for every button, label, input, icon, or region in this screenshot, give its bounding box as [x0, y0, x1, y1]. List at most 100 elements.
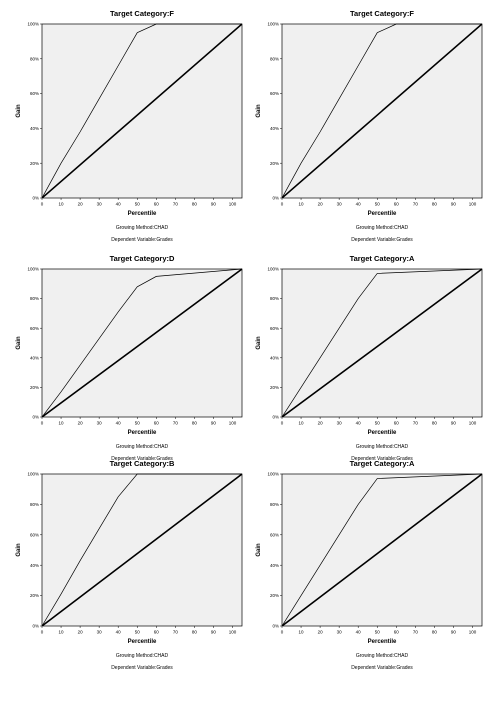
x-tick-label: 40: [356, 421, 362, 426]
x-axis-label: Percentile: [128, 211, 157, 217]
x-axis-label: Percentile: [128, 639, 157, 645]
y-tick-label: 40%: [30, 126, 39, 131]
y-tick-label: 60%: [30, 532, 39, 537]
y-tick-label: 80%: [270, 296, 279, 301]
x-tick-label: 30: [337, 421, 343, 426]
x-axis-label: Percentile: [368, 211, 397, 217]
baseline-diagonal: [42, 23, 242, 198]
y-tick-label: 80%: [270, 56, 279, 61]
y-tick-label: 40%: [30, 355, 39, 360]
x-tick-label: 50: [135, 421, 141, 426]
gain-curve: [282, 23, 482, 198]
x-tick-label: 100: [229, 202, 237, 207]
y-tick-label: 40%: [270, 126, 279, 131]
y-tick-label: 60%: [270, 532, 279, 537]
x-tick-label: 90: [211, 202, 217, 207]
footnote: Growing Method:CHAD: [116, 444, 169, 450]
x-tick-label: 100: [229, 421, 237, 426]
baseline-diagonal: [282, 23, 482, 198]
x-tick-label: 80: [192, 630, 198, 635]
x-tick-label: 0: [281, 630, 284, 635]
x-tick-label: 50: [375, 630, 381, 635]
gain-chart-3: Target Category:D 0% 20% 40% 60% 80% 100% 0 10 20…: [16, 254, 243, 462]
x-tick-label: 70: [173, 202, 179, 207]
y-tick-label: 80%: [30, 502, 39, 507]
x-tick-label: 80: [192, 202, 198, 207]
x-tick-label: 70: [173, 421, 179, 426]
footnote: Dependent Variable:Grades: [111, 456, 173, 462]
y-tick-label: 100%: [267, 472, 279, 477]
x-tick-label: 40: [116, 630, 122, 635]
footnote: Dependent Variable:Grades: [111, 237, 173, 243]
gain-chart-2: Target Category:F 0% 20% 40% 60% 80% 100% 0 10 20…: [256, 9, 483, 243]
y-tick-label: 20%: [270, 385, 279, 390]
x-tick-label: 0: [281, 421, 284, 426]
x-tick-label: 80: [432, 630, 438, 635]
x-tick-label: 20: [78, 630, 84, 635]
x-tick-label: 50: [135, 630, 141, 635]
x-tick-label: 50: [375, 421, 381, 426]
x-tick-label: 30: [97, 202, 103, 207]
y-tick-label: 0%: [272, 196, 279, 201]
x-tick-label: 100: [469, 630, 477, 635]
x-tick-label: 60: [394, 630, 400, 635]
baseline-diagonal: [42, 473, 242, 626]
y-tick-label: 60%: [270, 91, 279, 96]
x-tick-label: 80: [192, 421, 198, 426]
x-tick-label: 20: [318, 202, 324, 207]
footnote: Growing Method:CHAD: [356, 444, 409, 450]
y-tick-label: 100%: [27, 472, 39, 477]
x-tick-label: 70: [413, 421, 419, 426]
y-tick-label: 80%: [30, 296, 39, 301]
x-tick-label: 50: [135, 202, 141, 207]
y-axis-label: Gain: [16, 543, 22, 557]
footnote: Growing Method:CHAD: [116, 653, 169, 659]
gain-curve: [42, 23, 242, 198]
y-tick-label: 0%: [32, 415, 39, 420]
chart-title: Target Category:A: [350, 459, 415, 468]
x-tick-label: 10: [59, 630, 65, 635]
y-axis-label: Gain: [256, 104, 262, 118]
y-tick-label: 0%: [32, 624, 39, 629]
x-tick-label: 40: [356, 630, 362, 635]
footnote: Growing Method:CHAD: [116, 225, 169, 231]
x-tick-label: 80: [432, 202, 438, 207]
x-tick-label: 30: [337, 630, 343, 635]
y-tick-label: 20%: [270, 593, 279, 598]
baseline-diagonal: [282, 473, 482, 626]
x-tick-label: 10: [59, 202, 65, 207]
gain-curve: [282, 473, 482, 626]
gain-chart-1: Target Category:F 0% 20% 40% 60% 80% 100% 0 10 20…: [16, 9, 243, 243]
y-tick-label: 0%: [272, 415, 279, 420]
x-axis-label: Percentile: [368, 430, 397, 436]
x-tick-label: 20: [78, 202, 84, 207]
y-tick-label: 60%: [30, 91, 39, 96]
footnote: Growing Method:CHAD: [356, 225, 409, 231]
x-tick-label: 70: [413, 630, 419, 635]
x-tick-label: 80: [432, 421, 438, 426]
x-tick-label: 40: [116, 421, 122, 426]
y-tick-label: 60%: [30, 326, 39, 331]
chart-title: Target Category:F: [110, 9, 174, 18]
y-tick-label: 80%: [270, 502, 279, 507]
x-tick-label: 100: [469, 421, 477, 426]
x-tick-label: 40: [116, 202, 122, 207]
y-tick-label: 20%: [270, 161, 279, 166]
x-tick-label: 90: [451, 421, 457, 426]
x-axis-label: Percentile: [368, 639, 397, 645]
y-tick-label: 20%: [30, 593, 39, 598]
footnote: Dependent Variable:Grades: [351, 237, 413, 243]
x-tick-label: 40: [356, 202, 362, 207]
y-tick-label: 40%: [30, 563, 39, 568]
x-tick-label: 90: [451, 630, 457, 635]
y-tick-label: 0%: [272, 624, 279, 629]
y-tick-label: 100%: [27, 22, 39, 27]
x-tick-label: 90: [451, 202, 457, 207]
x-tick-label: 90: [211, 421, 217, 426]
x-tick-label: 70: [173, 630, 179, 635]
gain-curve: [42, 473, 242, 626]
gain-chart-6: Target Category:A 0% 20% 40% 60% 80% 100% 0 10 20…: [256, 459, 483, 671]
chart-title: Target Category:F: [350, 9, 414, 18]
footnote: Growing Method:CHAD: [356, 653, 409, 659]
x-tick-label: 70: [413, 202, 419, 207]
